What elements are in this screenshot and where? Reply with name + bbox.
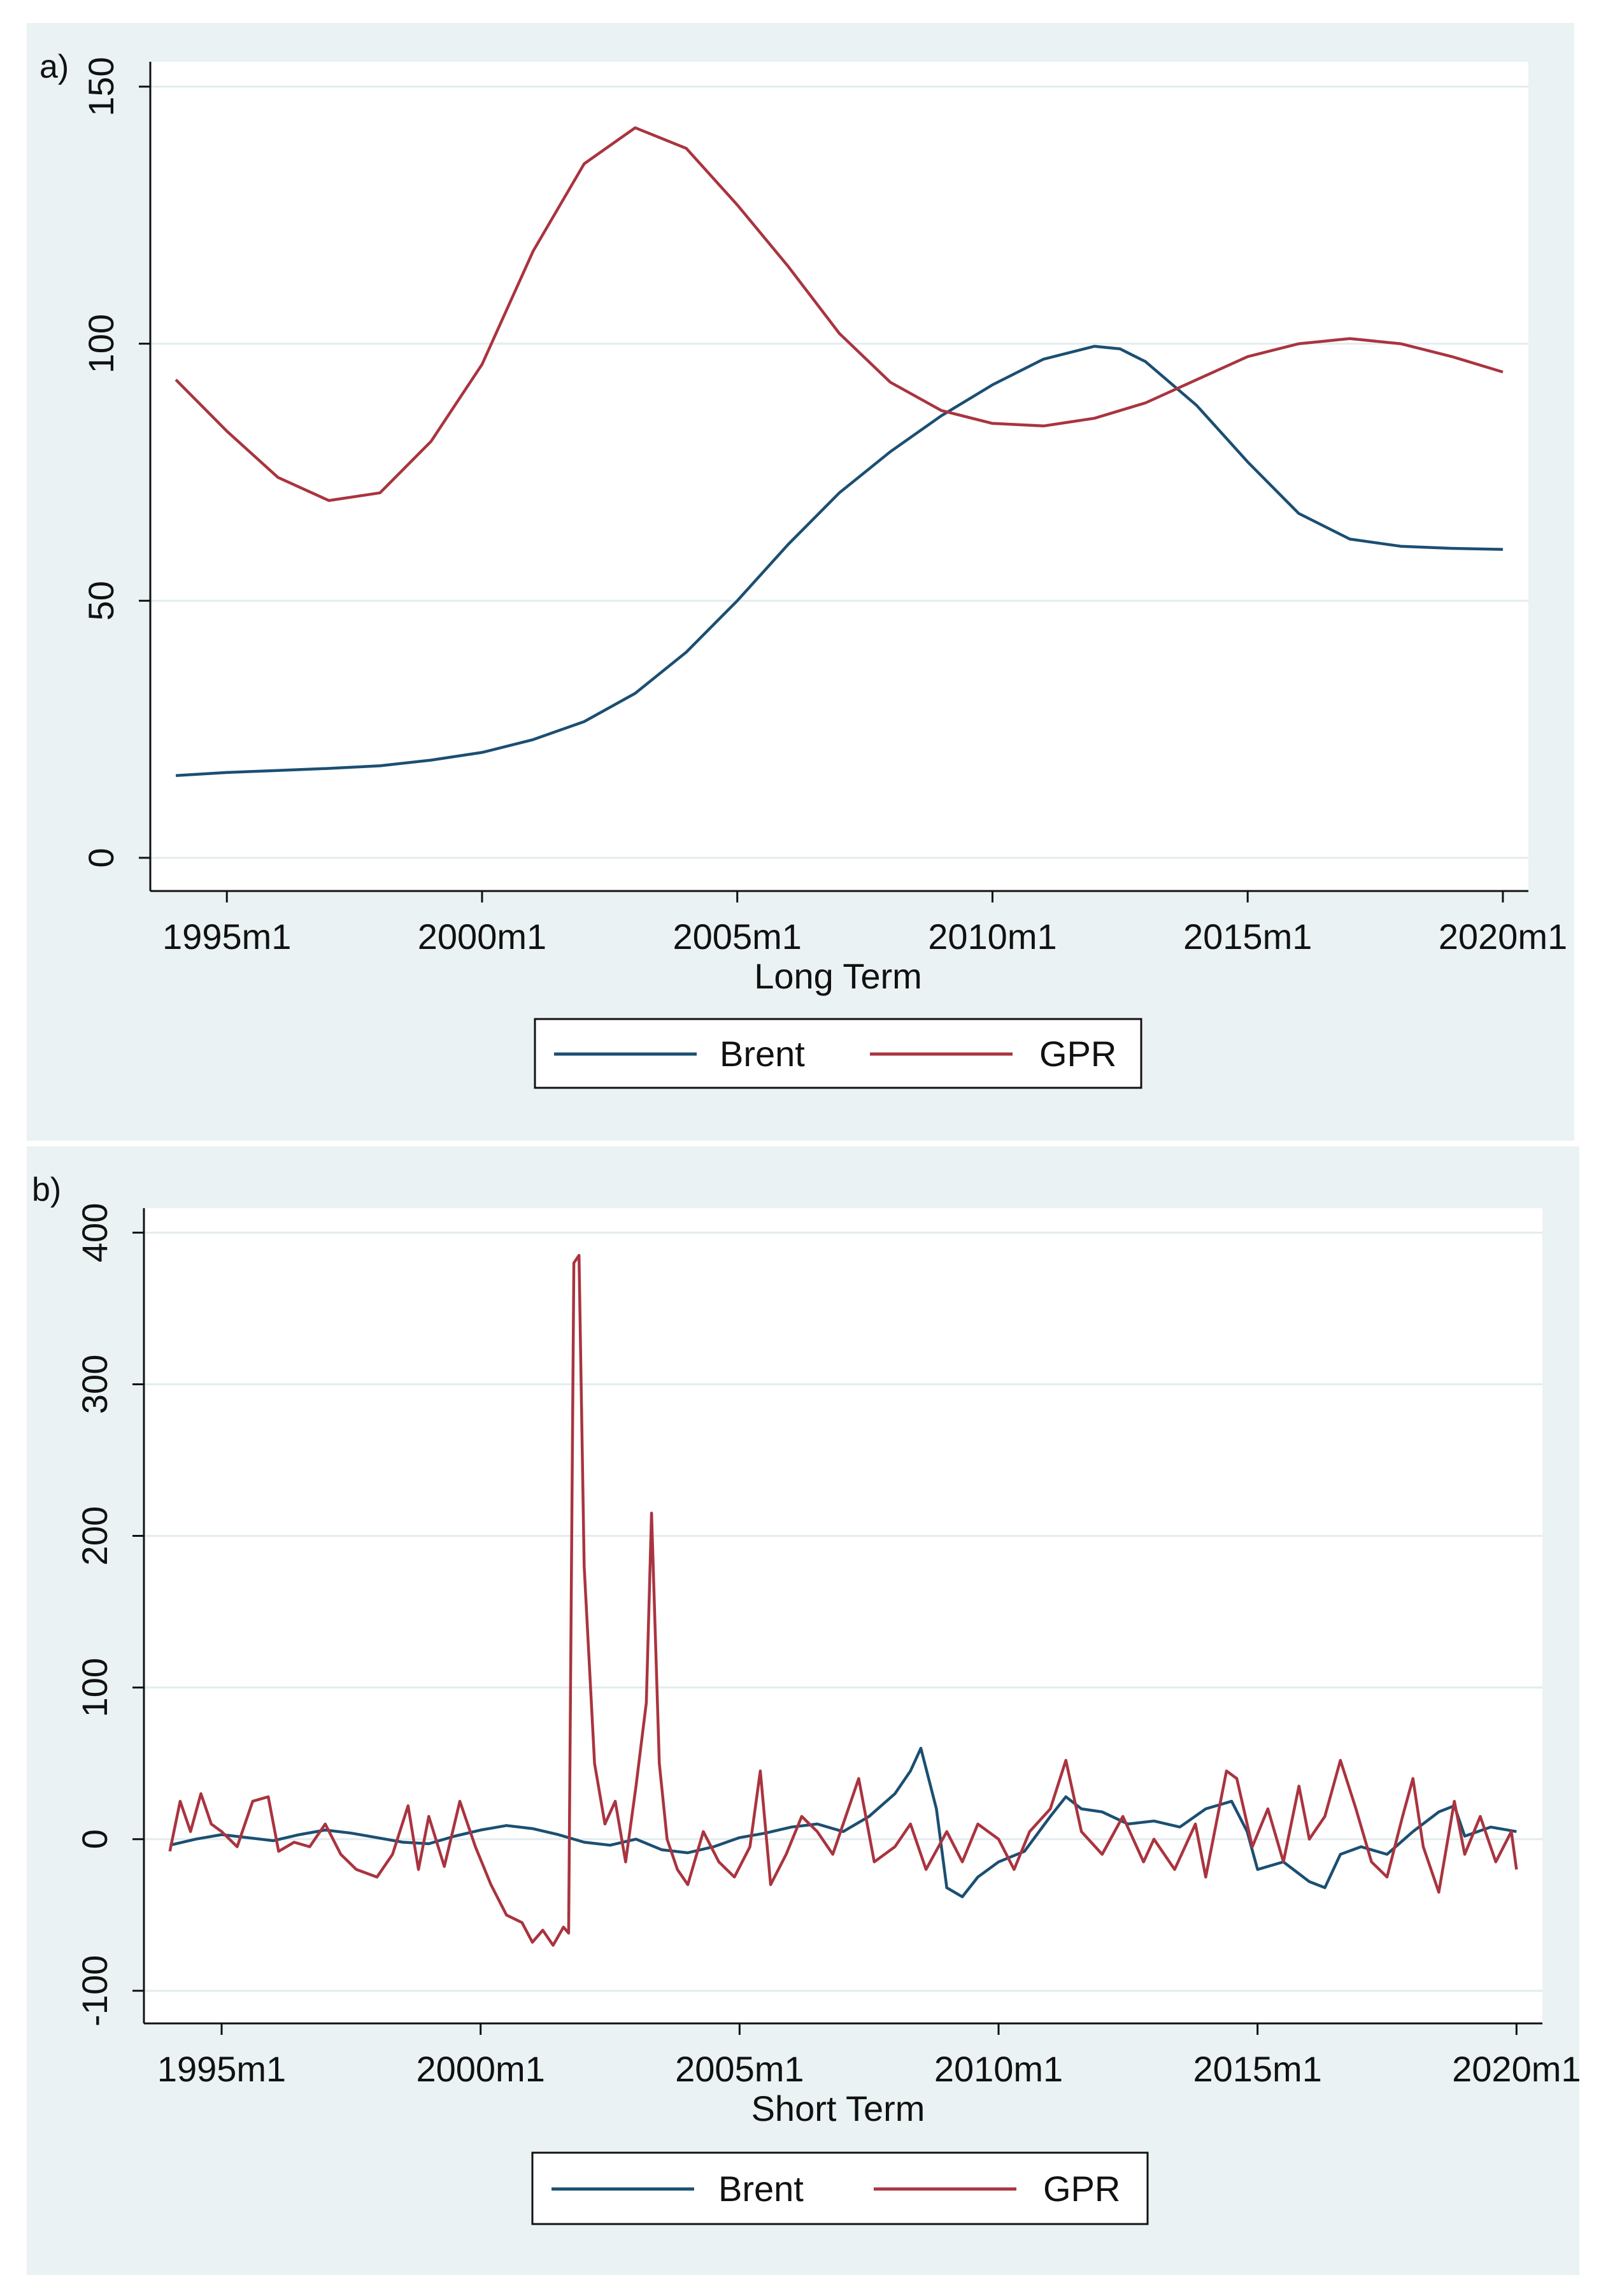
panel-a-x-ticks: 1995m1 2000m1 2005m1 2010m1 2015m1 2020m1 [162,891,1567,957]
panel-a-x-tick-label: 2015m1 [1183,916,1312,957]
panel-b-series-gpr [168,1253,1518,1947]
panel-b-series [168,1253,1518,1947]
panel-b-y-tick-label: 300 [75,1355,115,1414]
panel-b-y-tick-label: 200 [75,1506,115,1565]
panel-b-grid [144,1231,1542,1992]
panel-a-y-tick-label: 50 [81,581,121,620]
panel-a-series-brent [175,345,1503,778]
panel-b-x-tick-label: 2010m1 [934,2049,1063,2089]
panel-b-y-tick-label: 100 [75,1658,115,1717]
panel-b-x-tick-label: 1995m1 [157,2049,286,2089]
panel-b-x-tick-label: 2000m1 [416,2049,544,2089]
panel-a-y-tick-label: 0 [81,848,121,867]
panel-a-series [174,126,1504,778]
panel-b-x-tick-label: 2020m1 [1452,2049,1581,2089]
panel-a-y-tick-label: 150 [81,57,121,116]
panel-a-series-gpr [174,126,1504,503]
panel-a-x-tick-label: 2010m1 [928,916,1057,957]
panel-b-legend-brent-label: Brent [718,2169,804,2209]
panel-b-xlabel: Short Term [751,2088,925,2128]
panel-a-x-tick-label: 1995m1 [162,916,291,957]
panel-a-legend-gpr-label: GPR [1039,1034,1116,1074]
panel-b-x-tick-label: 2015m1 [1193,2049,1321,2089]
panel-a-x-tick-label: 2005m1 [673,916,802,957]
panel-b-legend: Brent GPR [531,2151,1149,2225]
panel-b-plot-area [144,1208,1542,2023]
panel-a-legend-brent-label: Brent [720,1034,805,1074]
panel-b-label: b) [32,1171,61,1208]
panel-a-y-ticks: 0 50 100 150 [81,57,150,867]
panel-a-x-tick-label: 2020m1 [1439,916,1567,957]
panel-b-y-tick-label: 400 [75,1203,115,1262]
panel-b-x-tick-label: 2005m1 [675,2049,804,2089]
panel-b-y-tick-label: 0 [75,1829,115,1849]
panel-a-legend: Brent GPR [534,1018,1142,1089]
panel-a-y-tick-label: 100 [81,314,121,373]
panel-a-label: a) [39,48,69,85]
panel-b-y-tick-label: -100 [75,1955,115,2027]
panel-b-legend-gpr-label: GPR [1043,2169,1120,2209]
panel-b-x-ticks: 1995m1 2000m1 2005m1 2010m1 2015m1 2020m1 [157,2023,1581,2089]
panel-a-xlabel: Long Term [754,956,922,996]
panel-b-y-ticks: -100 0 100 200 300 400 [75,1203,144,2027]
panel-a-plot-area [150,62,1528,891]
panel-a-x-tick-label: 2000m1 [418,916,546,957]
